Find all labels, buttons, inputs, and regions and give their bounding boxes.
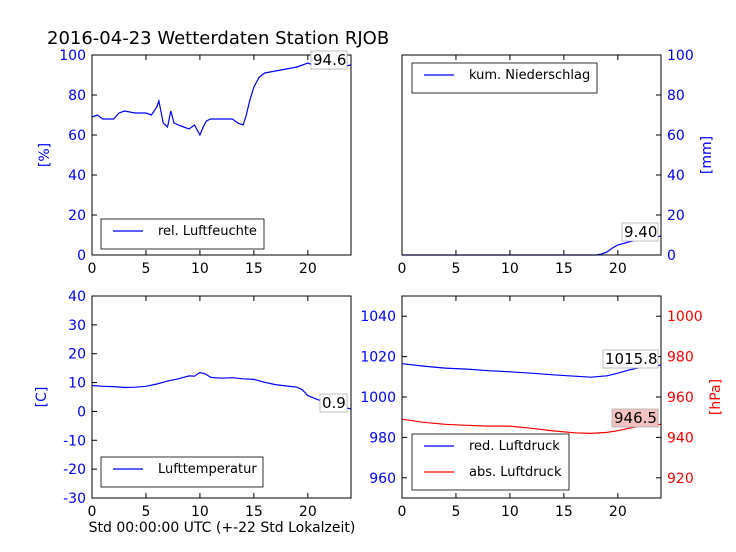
pressure-ytick-label: 1040 <box>360 309 396 325</box>
humidity-ytick-label: 20 <box>68 208 86 224</box>
precip-xtick-label: 20 <box>609 261 627 277</box>
precip-legend-label: kum. Niederschlag <box>469 68 590 83</box>
temperature-xtick-label: 20 <box>299 504 317 520</box>
temperature-xtick-label: 10 <box>191 504 209 520</box>
pressure-xtick-label: 0 <box>398 504 407 520</box>
x-axis-label: Std 00:00:00 UTC (+-22 Std Lokalzeit) <box>89 520 356 536</box>
humidity-ytick-label: 60 <box>68 128 86 144</box>
humidity-ytick-label: 100 <box>59 48 86 64</box>
humidity-annotation: 94.6 <box>313 51 346 69</box>
temperature-plot-frame <box>91 295 352 499</box>
humidity-ytick-label: 80 <box>68 88 86 104</box>
pressure-xtick-label: 15 <box>555 504 573 520</box>
pressure-ytick-label: 1000 <box>360 390 396 406</box>
precip-ytick-label: 20 <box>667 208 685 224</box>
precip-ytick-label: 0 <box>667 248 676 264</box>
humidity-plot-frame <box>91 54 352 256</box>
precip-ytick-label: 100 <box>667 48 694 64</box>
humidity-xtick-label: 15 <box>245 261 263 277</box>
pressure-y-axis-label: [hPa] <box>708 379 724 415</box>
temperature-ytick-label: -10 <box>63 433 86 449</box>
precip-ytick-label: 60 <box>667 128 685 144</box>
pressure-xtick-label: 10 <box>501 504 519 520</box>
humidity-xtick-label: 0 <box>88 261 97 277</box>
pressure-ytick-label: 940 <box>667 430 694 446</box>
pressure-legend-label: red. Luftdruck <box>469 439 560 454</box>
humidity-annotation-box <box>310 50 348 70</box>
temperature-annotation-box <box>319 393 348 413</box>
precip-y-axis-label: [mm] <box>699 136 715 174</box>
pressure-red-annotation-box <box>602 349 659 369</box>
temperature-ytick-label: 20 <box>68 347 86 363</box>
precip-annotation-box <box>621 222 659 242</box>
temperature-ytick-label: 40 <box>68 289 86 305</box>
precip-xtick-label: 0 <box>398 261 407 277</box>
precip-xtick-label: 15 <box>555 261 573 277</box>
temperature-legend-label: Lufttemperatur <box>158 462 257 477</box>
pressure-xtick-label: 5 <box>451 504 460 520</box>
temperature-ytick-label: -30 <box>63 491 86 507</box>
precip-legend-box <box>411 62 598 94</box>
temperature-annotation: 0.9 <box>322 394 346 412</box>
pressure-ytick-label: 980 <box>667 350 694 366</box>
pressure-red-series-line <box>401 363 662 378</box>
temperature-ytick-label: -20 <box>63 462 86 478</box>
humidity-xtick-label: 5 <box>141 261 150 277</box>
pressure-legend-box <box>411 433 570 491</box>
precip-plot-frame <box>401 54 662 256</box>
precip-xtick-label: 10 <box>501 261 519 277</box>
pressure-abs-annotation-box <box>611 408 659 428</box>
pressure-abs-annotation: 946.5 <box>614 409 657 427</box>
chart-title: 2016-04-23 Wetterdaten Station RJOB <box>47 28 389 49</box>
pressure-abs-series-line <box>401 418 662 435</box>
temperature-ytick-label: 0 <box>77 404 86 420</box>
precip-xtick-label: 5 <box>451 261 460 277</box>
humidity-ytick-label: 40 <box>68 168 86 184</box>
temperature-ytick-label: 30 <box>68 318 86 334</box>
temperature-xtick-label: 0 <box>88 504 97 520</box>
pressure-ytick-label: 960 <box>667 390 694 406</box>
precip-ytick-label: 80 <box>667 88 685 104</box>
temperature-xtick-label: 5 <box>141 504 150 520</box>
pressure-ytick-label: 960 <box>369 471 396 487</box>
humidity-xtick-label: 20 <box>299 261 317 277</box>
temperature-legend-box <box>100 456 264 488</box>
humidity-xtick-label: 10 <box>191 261 209 277</box>
humidity-series-line <box>91 62 352 137</box>
pressure-legend-label: abs. Luftdruck <box>469 465 562 480</box>
humidity-ytick-label: 0 <box>77 248 86 264</box>
precip-annotation: 9.40 <box>624 223 657 241</box>
temperature-xtick-label: 15 <box>245 504 263 520</box>
humidity-y-axis-label: [%] <box>37 143 53 167</box>
pressure-ytick-label: 920 <box>667 471 694 487</box>
pressure-ytick-label: 1020 <box>360 350 396 366</box>
precip-ytick-label: 40 <box>667 168 685 184</box>
pressure-xtick-label: 20 <box>609 504 627 520</box>
humidity-legend-label: rel. Luftfeuchte <box>158 224 257 239</box>
temperature-y-axis-label: [C] <box>34 387 50 408</box>
temperature-series-line <box>91 371 352 410</box>
pressure-red-annotation: 1015.8 <box>605 350 658 368</box>
temperature-ytick-label: 10 <box>68 376 86 392</box>
humidity-legend-box <box>100 218 265 250</box>
pressure-ytick-label: 980 <box>369 430 396 446</box>
pressure-ytick-label: 1000 <box>667 309 703 325</box>
